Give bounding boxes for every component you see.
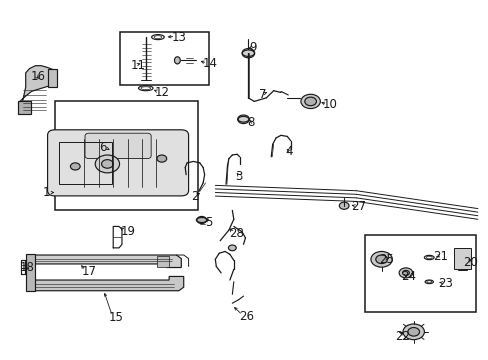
Bar: [157, 256, 169, 267]
Text: 11: 11: [130, 59, 145, 72]
Text: 18: 18: [20, 261, 35, 274]
Polygon shape: [30, 255, 181, 267]
Text: 5: 5: [205, 216, 213, 229]
Text: 7: 7: [259, 88, 266, 101]
Polygon shape: [47, 69, 57, 87]
Circle shape: [339, 202, 348, 209]
Circle shape: [197, 216, 206, 224]
FancyBboxPatch shape: [47, 130, 188, 196]
Circle shape: [237, 115, 249, 123]
Polygon shape: [28, 276, 183, 291]
Circle shape: [304, 97, 316, 106]
Text: 21: 21: [432, 250, 447, 263]
Circle shape: [375, 255, 386, 264]
Text: 16: 16: [30, 70, 45, 83]
Text: 25: 25: [378, 253, 393, 266]
Circle shape: [398, 268, 412, 278]
Circle shape: [70, 163, 80, 170]
Polygon shape: [26, 253, 35, 292]
Circle shape: [370, 251, 391, 267]
Circle shape: [402, 270, 408, 275]
Circle shape: [157, 155, 166, 162]
Bar: [119, 32, 209, 85]
Bar: [453, 248, 469, 269]
Text: 24: 24: [400, 270, 415, 283]
Text: 3: 3: [234, 170, 242, 183]
Polygon shape: [19, 102, 30, 114]
Text: 27: 27: [351, 200, 366, 213]
Circle shape: [242, 49, 254, 58]
Circle shape: [95, 155, 119, 173]
Text: 15: 15: [108, 311, 123, 324]
FancyBboxPatch shape: [85, 133, 151, 158]
Text: 8: 8: [246, 116, 254, 129]
Text: 14: 14: [203, 57, 218, 71]
Text: 23: 23: [437, 277, 452, 290]
Text: 12: 12: [154, 86, 169, 99]
Text: 13: 13: [171, 31, 186, 44]
Circle shape: [300, 94, 320, 109]
Text: 19: 19: [120, 225, 135, 238]
Text: 10: 10: [322, 99, 337, 112]
Text: 17: 17: [81, 265, 97, 278]
Bar: [55, 102, 198, 210]
Circle shape: [402, 324, 424, 340]
Text: 9: 9: [249, 41, 256, 54]
Bar: [59, 143, 112, 184]
Text: 4: 4: [285, 145, 293, 158]
Text: 26: 26: [238, 310, 253, 323]
Bar: [365, 235, 475, 312]
Text: 20: 20: [462, 256, 477, 269]
Circle shape: [407, 328, 419, 336]
Polygon shape: [20, 66, 57, 114]
Circle shape: [102, 159, 113, 168]
Circle shape: [228, 245, 236, 251]
Text: 2: 2: [191, 190, 198, 203]
Text: 1: 1: [42, 186, 50, 199]
Text: 22: 22: [394, 330, 409, 343]
Text: 6: 6: [99, 141, 106, 154]
Text: 28: 28: [228, 227, 244, 240]
Ellipse shape: [174, 57, 180, 64]
